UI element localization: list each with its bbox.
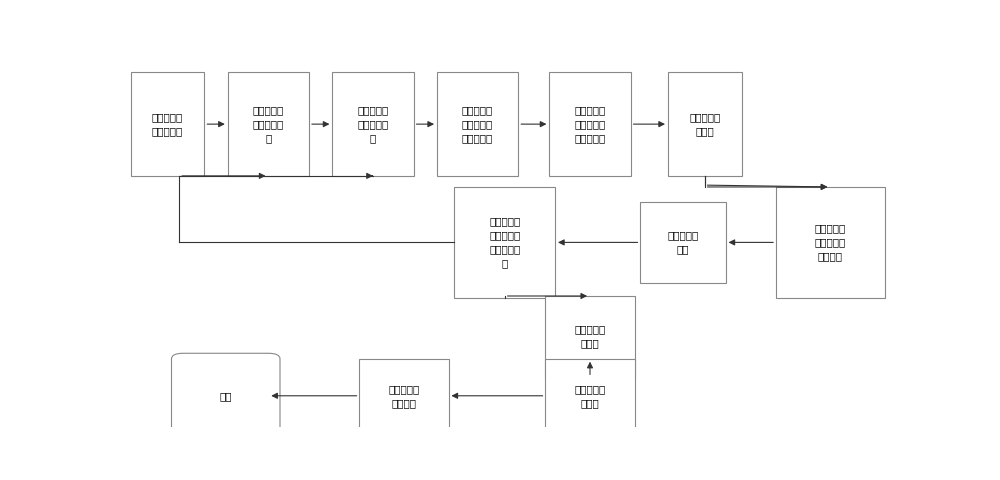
FancyBboxPatch shape [776,187,885,298]
FancyBboxPatch shape [454,187,555,298]
FancyBboxPatch shape [332,72,414,176]
Text: 波束中心附
近拟合找最
小幅度点: 波束中心附 近拟合找最 小幅度点 [815,223,846,262]
FancyBboxPatch shape [545,296,635,377]
Text: 根据控制点
角度偏差推
算测量点距
离: 根据控制点 角度偏差推 算测量点距 离 [489,216,520,268]
FancyBboxPatch shape [172,353,280,438]
FancyBboxPatch shape [359,359,449,433]
FancyBboxPatch shape [549,72,631,176]
Text: 生成天线控
制点测量矩
阵: 生成天线控 制点测量矩 阵 [253,105,284,143]
Text: 必要时航迹
滤波处理: 必要时航迹 滤波处理 [388,384,420,408]
Text: 录取和通道
和俯仰差通
道回波数据: 录取和通道 和俯仰差通 道回波数据 [574,105,606,143]
FancyBboxPatch shape [640,202,726,283]
Text: 结束: 结束 [220,391,232,401]
Text: 计算控制点
距离: 计算控制点 距离 [667,230,699,254]
FancyBboxPatch shape [228,72,309,176]
Text: 改变雷达工
作频率: 改变雷达工 作频率 [574,324,606,348]
Text: 多次平均计
算斜距: 多次平均计 算斜距 [574,384,606,408]
FancyBboxPatch shape [437,72,518,176]
FancyBboxPatch shape [545,359,635,433]
FancyBboxPatch shape [668,72,742,176]
Text: 差比和归一
化处理: 差比和归一 化处理 [689,112,720,136]
Text: 录取和通道
和俯仰差通
道回波数据: 录取和通道 和俯仰差通 道回波数据 [462,105,493,143]
Text: 控制天线指
向矩阵中某
点: 控制天线指 向矩阵中某 点 [357,105,389,143]
FancyBboxPatch shape [131,72,204,176]
Text: 接收飞机角
度控制命令: 接收飞机角 度控制命令 [152,112,183,136]
